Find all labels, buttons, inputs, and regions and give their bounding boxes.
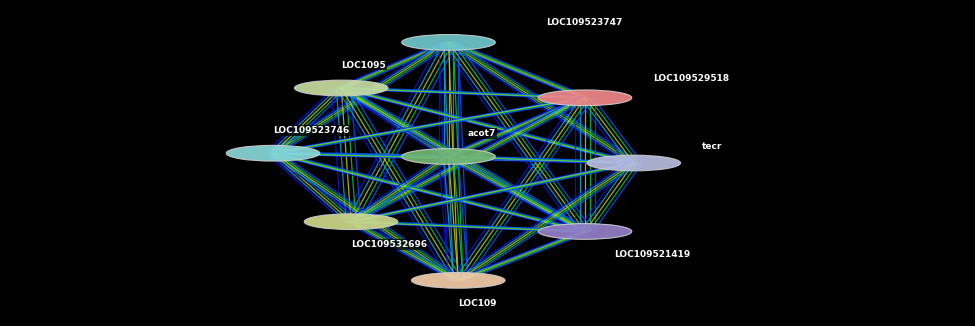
Text: LOC109523746: LOC109523746 xyxy=(273,126,349,135)
Text: LOC109: LOC109 xyxy=(458,299,496,308)
Ellipse shape xyxy=(402,35,495,50)
Text: tecr: tecr xyxy=(702,142,722,151)
Ellipse shape xyxy=(402,149,495,164)
Ellipse shape xyxy=(587,155,681,171)
Text: LOC1095: LOC1095 xyxy=(341,61,386,70)
Text: LOC109529518: LOC109529518 xyxy=(653,74,729,83)
Ellipse shape xyxy=(411,273,505,288)
Ellipse shape xyxy=(226,145,320,161)
Text: acot7: acot7 xyxy=(468,129,496,138)
Ellipse shape xyxy=(538,224,632,239)
Text: LOC109521419: LOC109521419 xyxy=(614,250,690,259)
Text: LOC109532696: LOC109532696 xyxy=(351,240,427,249)
Ellipse shape xyxy=(304,214,398,230)
Ellipse shape xyxy=(294,80,388,96)
Ellipse shape xyxy=(538,90,632,106)
Text: LOC109523747: LOC109523747 xyxy=(546,18,622,27)
